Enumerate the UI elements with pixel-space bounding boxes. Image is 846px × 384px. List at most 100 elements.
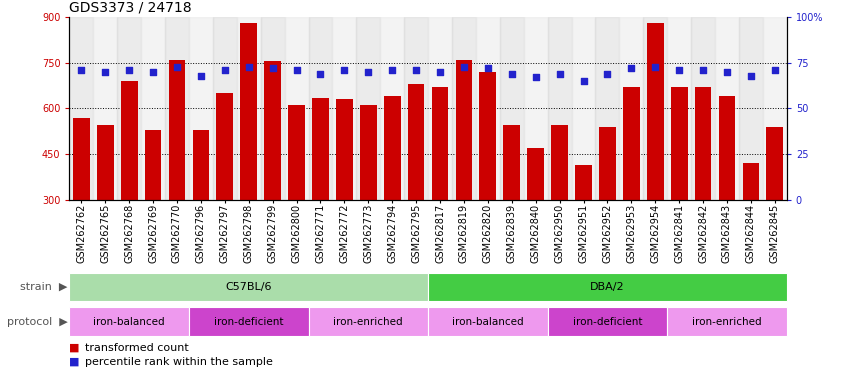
Bar: [168, 60, 185, 291]
Bar: [145, 130, 162, 291]
Bar: [524, 17, 547, 200]
Bar: [261, 17, 284, 200]
Bar: [575, 165, 592, 291]
Point: [577, 78, 591, 84]
Bar: [97, 125, 113, 291]
Bar: [643, 17, 667, 200]
Bar: [336, 99, 353, 291]
Point: [74, 67, 88, 73]
Bar: [189, 307, 309, 336]
Text: iron-enriched: iron-enriched: [333, 316, 403, 327]
Point: [170, 63, 184, 70]
Bar: [69, 307, 189, 336]
Bar: [476, 17, 500, 200]
Bar: [312, 98, 329, 291]
Bar: [715, 17, 739, 200]
Point: [98, 69, 112, 75]
Bar: [118, 17, 141, 200]
Point: [696, 67, 710, 73]
Text: transformed count: transformed count: [85, 343, 189, 353]
Bar: [408, 84, 425, 291]
Text: C57BL/6: C57BL/6: [226, 282, 272, 292]
Point: [624, 65, 638, 71]
Bar: [404, 17, 428, 200]
Bar: [73, 118, 90, 291]
Bar: [547, 307, 667, 336]
Bar: [596, 17, 619, 200]
Bar: [332, 17, 356, 200]
Point: [314, 71, 327, 77]
Text: iron-balanced: iron-balanced: [452, 316, 524, 327]
Bar: [93, 17, 118, 200]
Text: iron-balanced: iron-balanced: [93, 316, 165, 327]
Point: [123, 67, 136, 73]
Point: [290, 67, 304, 73]
Bar: [431, 87, 448, 291]
Bar: [500, 17, 524, 200]
Point: [266, 65, 279, 71]
Point: [481, 65, 495, 71]
Bar: [456, 60, 472, 291]
Bar: [428, 307, 547, 336]
Point: [673, 67, 686, 73]
Bar: [743, 163, 759, 291]
Bar: [452, 17, 476, 200]
Bar: [552, 125, 568, 291]
Bar: [69, 17, 93, 200]
Bar: [356, 17, 380, 200]
Point: [457, 63, 470, 70]
Bar: [380, 17, 404, 200]
Point: [505, 71, 519, 77]
Bar: [718, 96, 735, 291]
Bar: [240, 23, 257, 291]
Point: [552, 71, 566, 77]
Point: [218, 67, 232, 73]
Point: [744, 73, 758, 79]
Text: iron-deficient: iron-deficient: [573, 316, 642, 327]
Bar: [647, 23, 663, 291]
Point: [720, 69, 733, 75]
Bar: [428, 17, 452, 200]
Bar: [309, 17, 332, 200]
Bar: [695, 87, 711, 291]
Point: [409, 67, 423, 73]
Bar: [667, 307, 787, 336]
Point: [338, 67, 351, 73]
Bar: [288, 106, 305, 291]
Bar: [428, 273, 787, 301]
Bar: [763, 17, 787, 200]
Text: iron-deficient: iron-deficient: [214, 316, 283, 327]
Bar: [547, 17, 572, 200]
Bar: [189, 17, 213, 200]
Point: [768, 67, 782, 73]
Text: ■: ■: [69, 357, 80, 367]
Point: [386, 67, 399, 73]
Bar: [121, 81, 138, 291]
Bar: [360, 106, 376, 291]
Bar: [619, 17, 643, 200]
Bar: [503, 125, 520, 291]
Bar: [739, 17, 763, 200]
Point: [242, 63, 255, 70]
Bar: [193, 130, 209, 291]
Bar: [667, 17, 691, 200]
Text: ■: ■: [69, 343, 80, 353]
Text: percentile rank within the sample: percentile rank within the sample: [85, 357, 272, 367]
Bar: [264, 61, 281, 291]
Text: strain  ▶: strain ▶: [20, 282, 68, 292]
Point: [433, 69, 447, 75]
Bar: [217, 93, 233, 291]
Point: [649, 63, 662, 70]
Text: iron-enriched: iron-enriched: [692, 316, 761, 327]
Bar: [623, 87, 640, 291]
Bar: [691, 17, 715, 200]
Bar: [671, 87, 688, 291]
Point: [601, 71, 614, 77]
Bar: [766, 127, 783, 291]
Bar: [284, 17, 309, 200]
Point: [361, 69, 375, 75]
Bar: [237, 17, 261, 200]
Text: protocol  ▶: protocol ▶: [7, 316, 68, 327]
Bar: [69, 273, 428, 301]
Text: GDS3373 / 24718: GDS3373 / 24718: [69, 1, 192, 15]
